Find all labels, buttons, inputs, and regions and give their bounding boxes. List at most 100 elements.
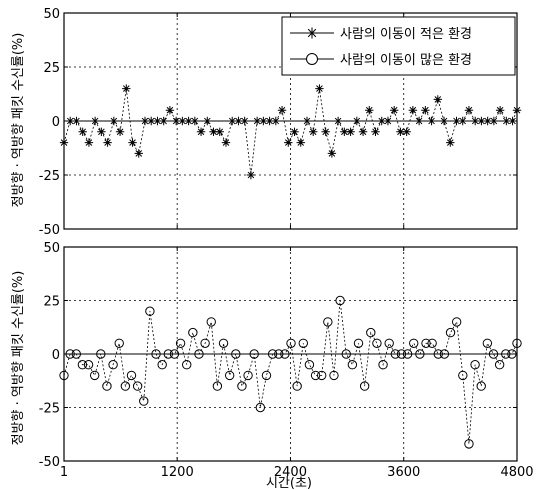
data-point [261, 370, 272, 381]
data-point [243, 370, 253, 381]
data-point [90, 116, 100, 126]
data-point [421, 106, 430, 115]
data-point [252, 116, 262, 126]
data-point [439, 116, 449, 126]
data-point [140, 116, 150, 126]
x-tick-label: 1 [60, 465, 68, 480]
data-point [145, 306, 155, 316]
data-point [114, 338, 124, 348]
data-point [512, 338, 522, 348]
data-point [333, 116, 343, 126]
data-point [296, 138, 305, 147]
data-point [316, 370, 327, 381]
data-point [171, 116, 181, 126]
data-point [501, 349, 511, 359]
data-point [495, 106, 505, 115]
data-point [327, 149, 337, 158]
data-point [451, 317, 462, 327]
data-point [315, 84, 324, 93]
data-point [190, 116, 200, 126]
data-point [265, 116, 274, 126]
data-point [97, 127, 106, 136]
data-point [240, 116, 249, 126]
data-point [507, 349, 517, 359]
data-point [215, 127, 224, 136]
data-point [102, 381, 112, 391]
data-point [132, 381, 143, 391]
data-point [310, 370, 321, 381]
data-point [346, 127, 355, 136]
data-point [290, 127, 299, 136]
data-point [108, 360, 118, 370]
data-point [365, 106, 374, 115]
legend-marker-star [306, 27, 318, 39]
data-point [280, 349, 290, 359]
data-point [267, 349, 278, 359]
data-point [65, 349, 75, 359]
legend-label: 사람의 이동이 적은 환경 [340, 27, 472, 42]
data-point [309, 127, 318, 136]
y-axis-label-bottom: 정방향 · 역방향 패킷 수신률(%) [11, 271, 26, 446]
data-point [109, 116, 119, 126]
data-point [476, 381, 486, 391]
data-point [228, 116, 237, 126]
data-point [84, 138, 94, 147]
y-tick-label: 0 [52, 115, 60, 130]
data-point [72, 116, 81, 126]
data-point [402, 349, 413, 359]
data-point [255, 402, 266, 413]
data-point [408, 106, 418, 115]
data-point [96, 349, 106, 359]
y-tick-label: 25 [43, 61, 60, 76]
data-point [452, 116, 461, 126]
y-tick-label: 25 [43, 295, 60, 310]
data-point [231, 349, 241, 359]
data-point [415, 349, 425, 359]
data-point [128, 138, 137, 147]
data-point [147, 116, 156, 126]
data-point [292, 381, 302, 391]
data-point [427, 116, 436, 126]
data-point [224, 370, 235, 381]
data-point [78, 127, 87, 136]
data-point [458, 116, 467, 126]
data-point [458, 370, 468, 381]
data-point [340, 127, 349, 136]
y-tick-label: -50 [39, 455, 60, 470]
data-point [277, 106, 287, 115]
data-point [396, 349, 407, 359]
data-point [446, 138, 455, 147]
legend-box [281, 16, 516, 76]
data-point [115, 127, 125, 136]
data-point [103, 138, 112, 147]
data-point [209, 127, 218, 136]
data-point [323, 317, 333, 327]
x-tick-label: 4800 [500, 465, 533, 480]
data-point [329, 370, 339, 381]
data-point [151, 349, 161, 359]
data-point [221, 138, 231, 147]
data-point [246, 170, 256, 180]
data-point [126, 370, 137, 381]
data-point [59, 138, 69, 147]
data-point [271, 116, 281, 126]
data-point [194, 349, 204, 359]
data-point [421, 338, 431, 348]
data-point [470, 360, 480, 370]
data-point [427, 338, 437, 348]
data-point [139, 396, 149, 406]
data-point [372, 338, 382, 348]
data-point [165, 106, 175, 115]
data-point [83, 360, 94, 370]
data-point [77, 360, 88, 370]
data-point [347, 360, 358, 370]
data-point [483, 116, 492, 126]
data-point [445, 327, 456, 338]
data-point [206, 317, 216, 327]
data-point [384, 338, 394, 348]
data-point [341, 349, 351, 359]
data-point [284, 138, 293, 147]
data-point [489, 116, 499, 126]
data-point [439, 349, 450, 359]
